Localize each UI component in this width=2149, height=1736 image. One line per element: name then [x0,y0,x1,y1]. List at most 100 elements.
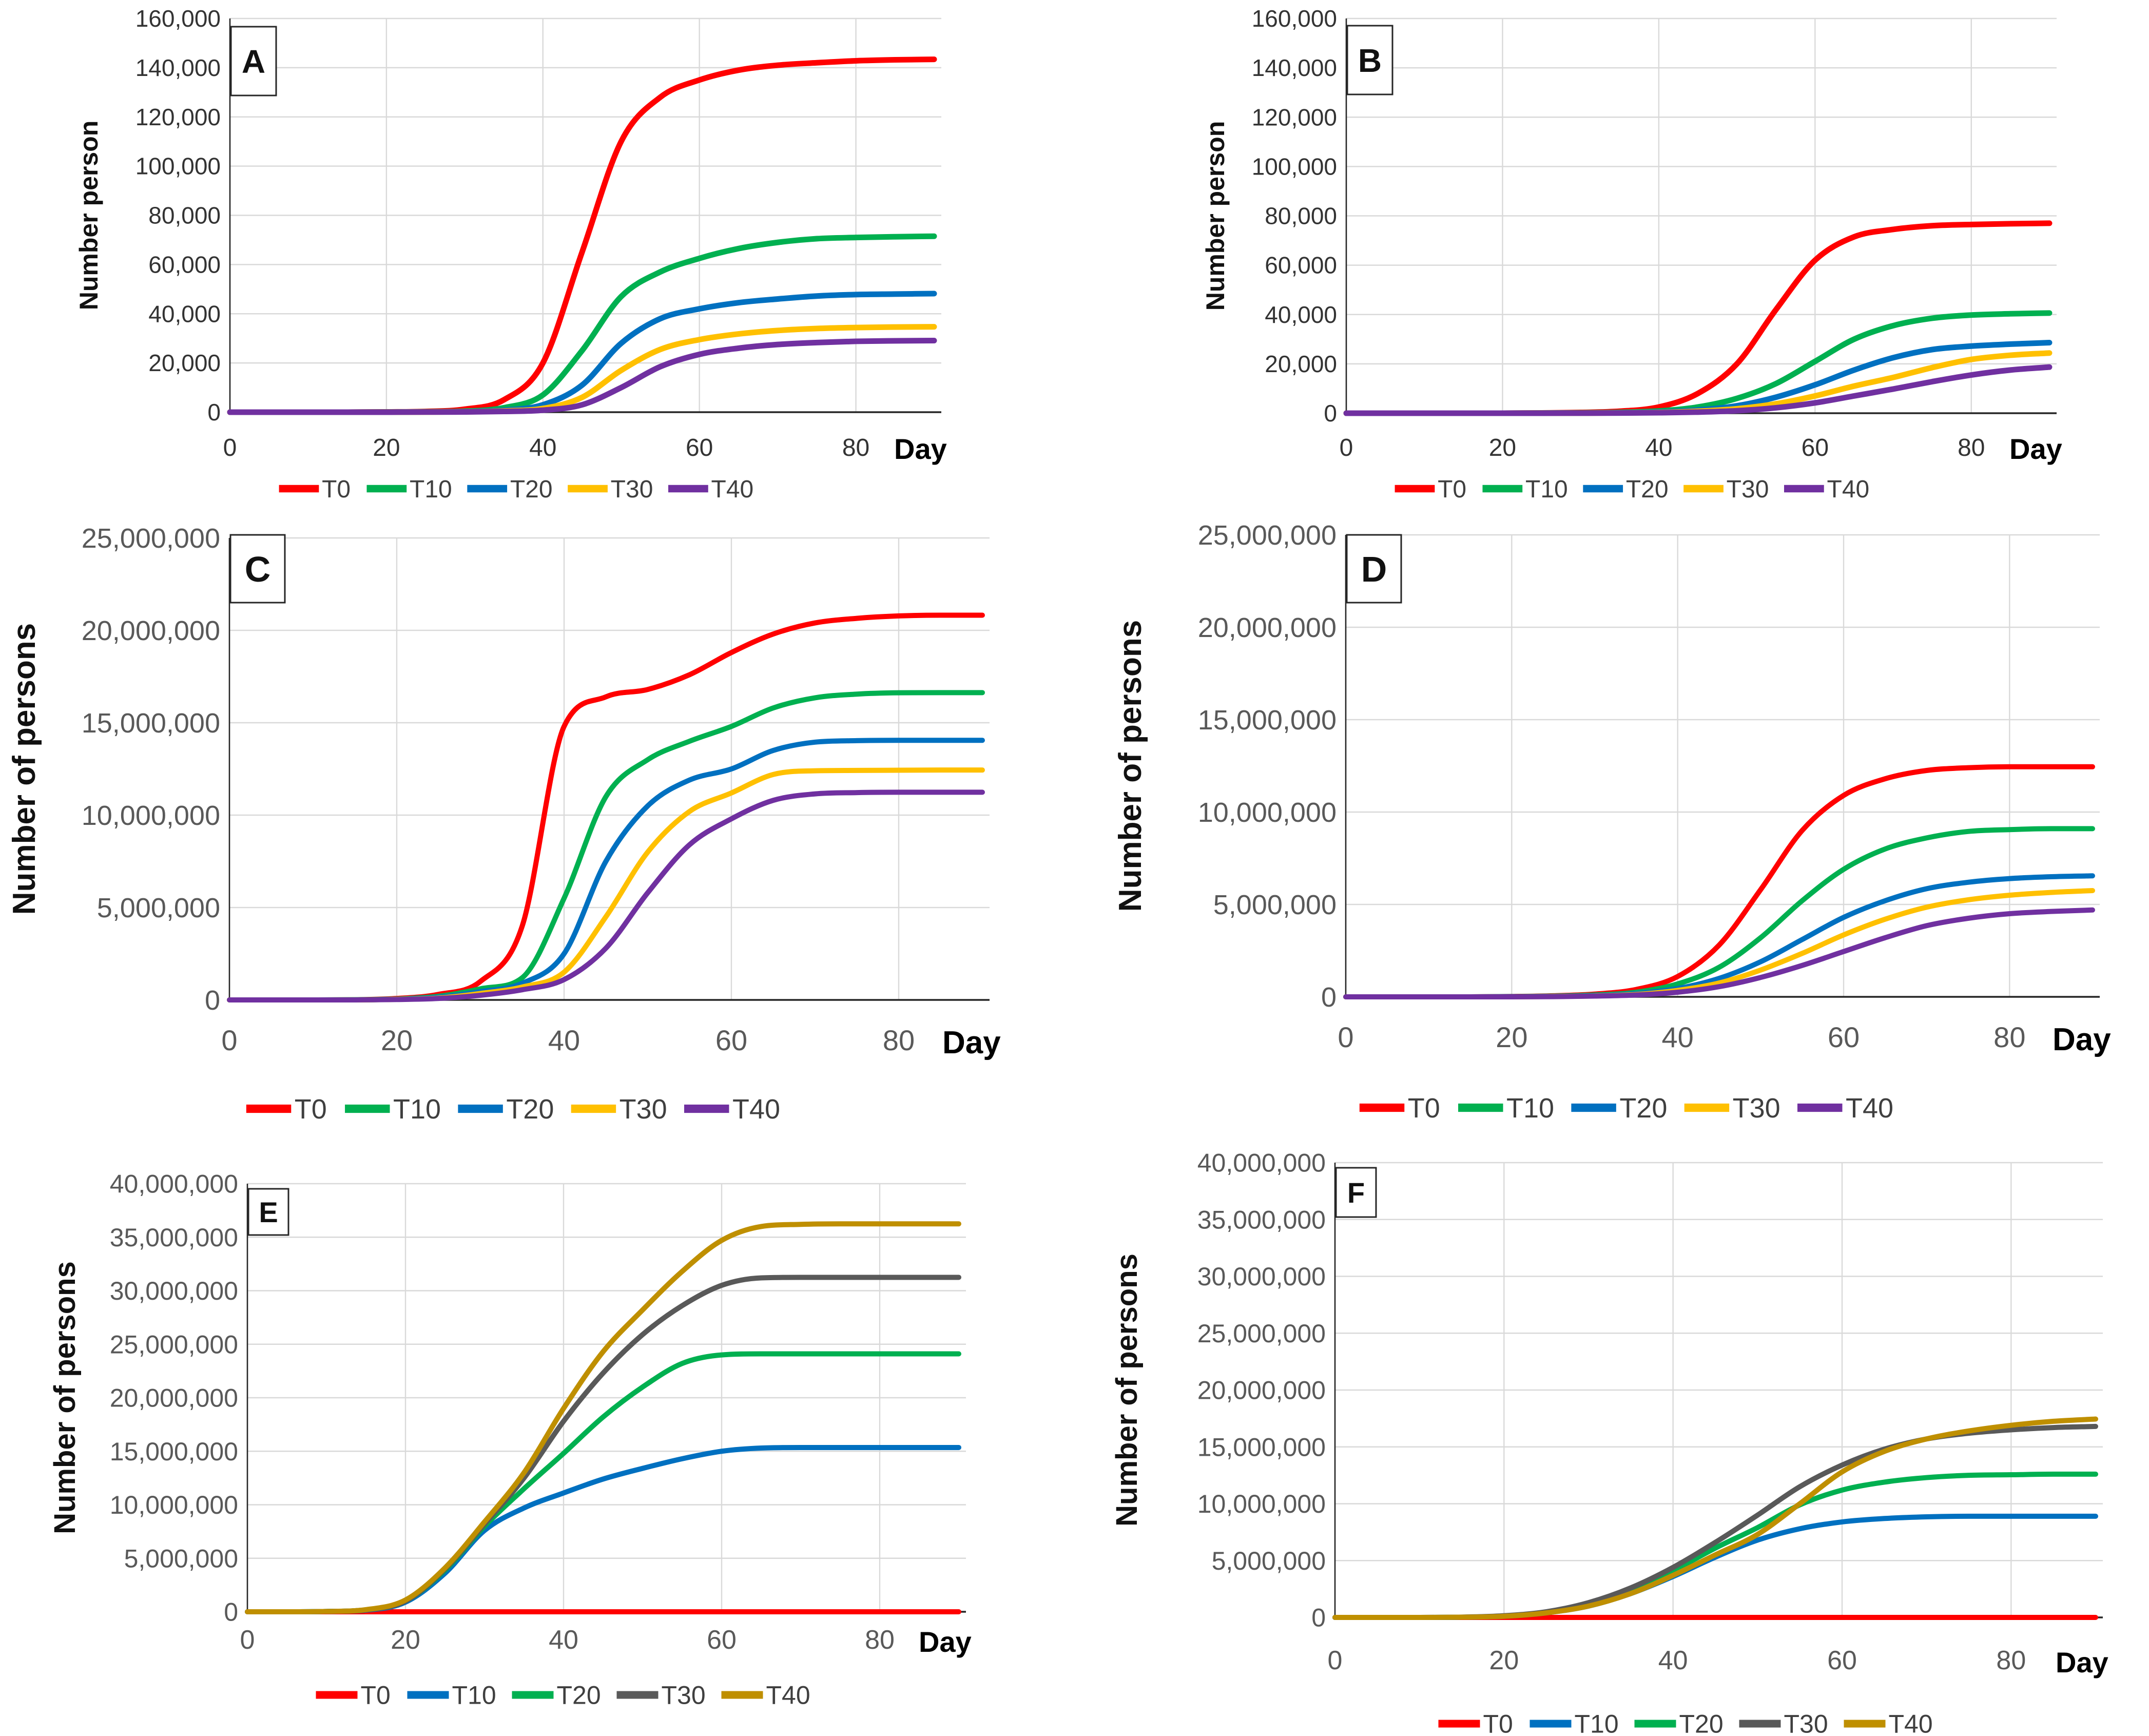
legend-label-T30: T30 [1784,1710,1828,1736]
svg-text:20: 20 [373,434,400,461]
panel-letter: A [242,43,265,80]
series-line-T40 [1343,907,2095,999]
svg-text:80: 80 [1996,1646,2026,1675]
svg-text:0: 0 [224,1598,238,1627]
legend-label-T0: T0 [322,476,351,503]
panel-D: 0 5,000,000 10,000,000 15,000,000 20,000,000… [1074,518,2149,1129]
series-lines [227,612,985,1003]
chart-C: 0 5,000,000 10,000,000 15,000,000 20,000,000… [7,523,1001,1125]
svg-text:40: 40 [529,434,556,461]
panel-letter-box: F [1335,1167,1377,1218]
gridlines [247,1183,966,1612]
svg-text:20,000,000: 20,000,000 [1198,612,1337,643]
series-line-T10 [1332,1513,2098,1620]
x-axis-labels: 0 20 40 60 80 [1328,1646,2026,1675]
legend-label-T30: T30 [1733,1093,1780,1124]
svg-text:10,000,000: 10,000,000 [1197,1490,1326,1518]
legend-label-T40: T40 [1846,1093,1893,1124]
legend-label-T0: T0 [1408,1093,1440,1124]
svg-text:0: 0 [1328,1646,1343,1675]
panel-letter-box: A [230,26,277,97]
svg-text:60,000: 60,000 [1265,252,1337,279]
panel-letter: F [1347,1176,1365,1209]
svg-text:140,000: 140,000 [1252,54,1337,81]
legend: T0 T10 T20 T30 T40 [246,1094,780,1125]
legend-label-T0: T0 [1438,476,1466,503]
panel-E: 0 5,000,000 10,000,000 15,000,000 20,000,000… [0,1129,1074,1736]
legend-label-T20: T20 [1679,1710,1724,1736]
svg-text:40: 40 [548,1024,580,1056]
gridlines [1346,534,2100,997]
svg-text:60: 60 [686,434,713,461]
chart-B: 0 20,000 40,000 60,000 80,000 100,000 120,000 1… [1201,5,2062,503]
y-axis-title: Number of persons [1110,1253,1144,1527]
gridlines [230,17,941,412]
svg-text:20: 20 [1496,1021,1527,1053]
y-axis-labels: 0 5,000,000 10,000,000 15,000,000 20,000,000… [110,1170,238,1627]
panel-letter: B [1358,42,1382,79]
series-line-T30 [1332,1423,2098,1620]
svg-text:5,000,000: 5,000,000 [97,893,220,923]
svg-text:80,000: 80,000 [1265,203,1337,229]
svg-text:25,000,000: 25,000,000 [82,523,220,554]
series-lines [1343,220,2053,416]
y-axis-title: Number person [1201,121,1230,311]
svg-text:60: 60 [707,1625,737,1655]
series-line-T40 [227,338,937,415]
svg-text:5,000,000: 5,000,000 [124,1544,238,1573]
svg-text:80,000: 80,000 [148,202,221,229]
svg-text:20: 20 [391,1625,420,1655]
svg-text:40,000,000: 40,000,000 [110,1170,238,1199]
svg-text:20: 20 [381,1024,413,1056]
svg-text:25,000,000: 25,000,000 [110,1330,238,1359]
svg-text:0: 0 [221,1024,237,1056]
svg-text:120,000: 120,000 [135,104,221,130]
svg-text:20,000,000: 20,000,000 [82,615,220,646]
svg-text:40: 40 [549,1625,578,1655]
svg-text:80: 80 [883,1024,915,1056]
legend-label-T10: T10 [393,1094,441,1125]
gridlines [1335,1162,2103,1617]
legend-label-T40: T40 [766,1681,810,1710]
y-axis-title: Number of persons [1113,620,1148,912]
svg-text:160,000: 160,000 [135,5,221,32]
series-line-T40 [245,1221,961,1614]
svg-text:35,000,000: 35,000,000 [110,1223,238,1252]
legend-label-T30: T30 [662,1681,706,1710]
legend-label-T0: T0 [295,1094,327,1125]
legend-label-T20: T20 [557,1681,601,1710]
legend-label-T30: T30 [619,1094,667,1125]
panel-letter-box: E [247,1188,289,1236]
x-axis-labels: 0 20 40 60 80 [1338,1021,2025,1053]
svg-text:5,000,000: 5,000,000 [1213,890,1337,920]
panel-letter-box: C [229,534,286,604]
svg-text:0: 0 [207,399,221,426]
svg-text:60: 60 [1827,1646,1857,1675]
panel-letter-box: B [1346,25,1393,95]
legend-label-T20: T20 [1619,1093,1667,1124]
svg-text:40,000: 40,000 [148,300,221,327]
svg-text:20: 20 [1489,434,1516,461]
svg-text:10,000,000: 10,000,000 [82,800,220,831]
series-line-T10 [1343,826,2095,999]
svg-text:15,000,000: 15,000,000 [110,1437,238,1466]
y-axis-labels: 0 20,000 40,000 60,000 80,000 100,000 120,000 1… [135,5,221,426]
x-axis-title: Day [894,433,947,465]
svg-text:0: 0 [240,1625,255,1655]
svg-text:30,000,000: 30,000,000 [1197,1262,1326,1291]
legend-label-T30: T30 [1727,476,1769,503]
svg-text:60: 60 [715,1024,747,1056]
legend-label-T10: T10 [410,476,452,503]
chart-F: 0 5,000,000 10,000,000 15,000,000 20,000,000… [1110,1149,2108,1736]
svg-text:5,000,000: 5,000,000 [1212,1547,1326,1575]
series-line-T10 [245,1444,961,1614]
svg-text:0: 0 [1324,400,1337,427]
svg-text:15,000,000: 15,000,000 [1197,1433,1326,1461]
svg-text:15,000,000: 15,000,000 [82,708,220,739]
svg-text:20: 20 [1489,1646,1519,1675]
legend-label-T0: T0 [1483,1710,1513,1736]
legend: T0 T10 T20 T30 T40 [1359,1093,1893,1124]
svg-text:10,000,000: 10,000,000 [1198,797,1337,828]
svg-text:35,000,000: 35,000,000 [1197,1205,1326,1234]
legend-label-T40: T40 [711,476,754,503]
